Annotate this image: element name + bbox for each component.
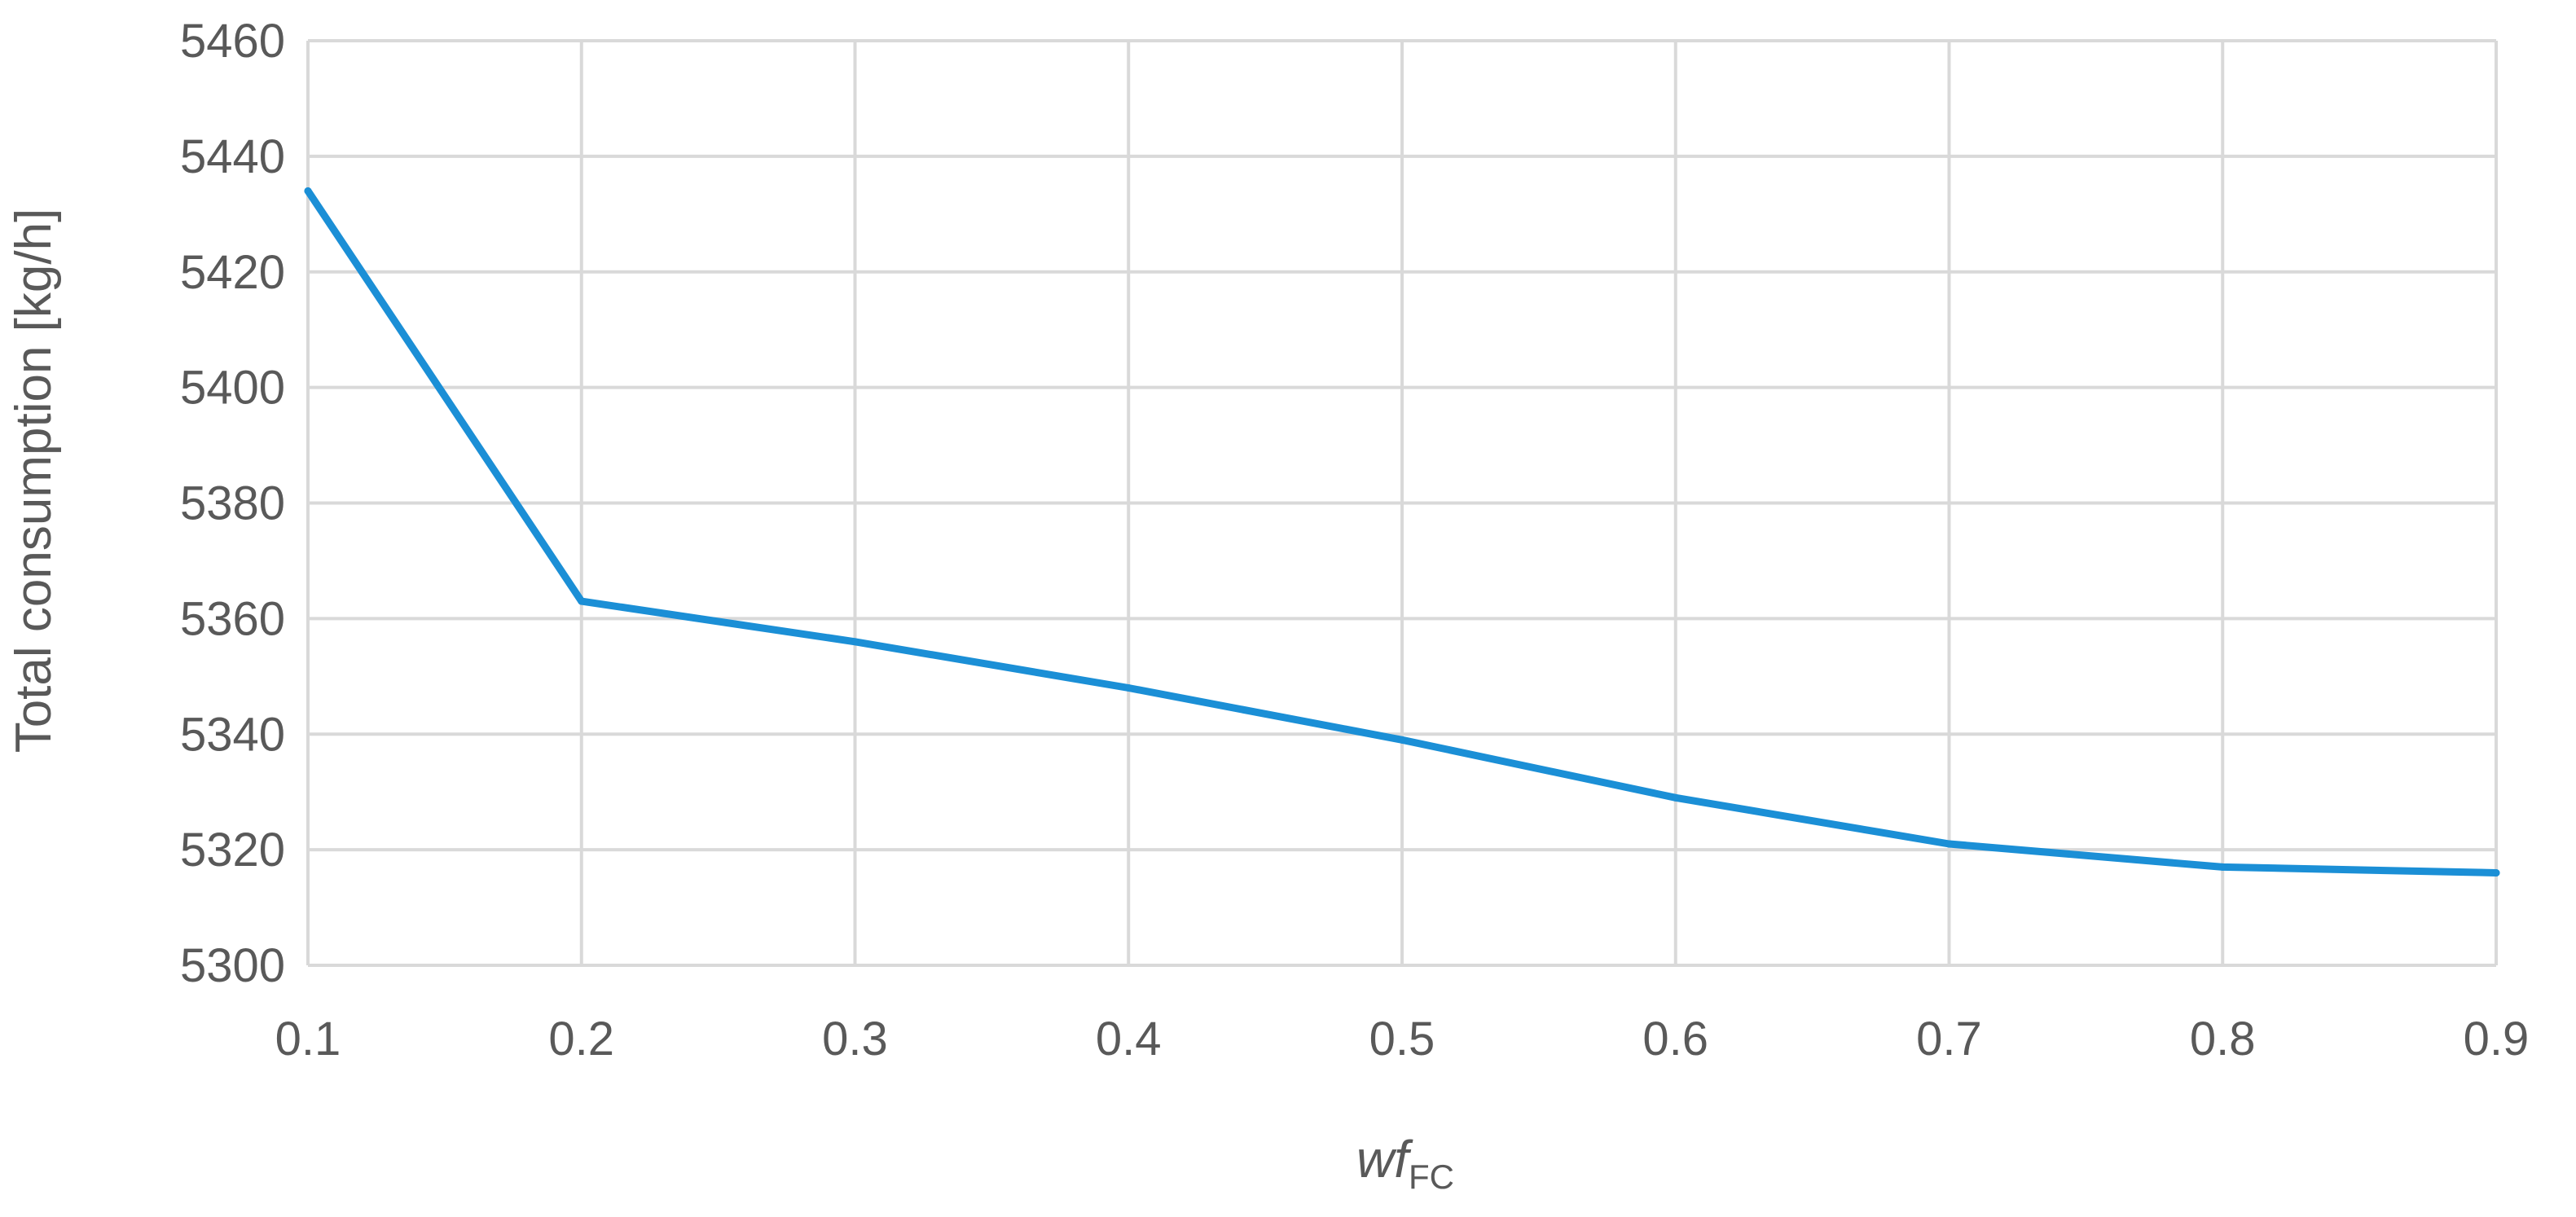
data-point — [1945, 840, 1953, 848]
x-tick-label: 0.1 — [275, 1013, 341, 1065]
x-tick-label: 0.2 — [548, 1013, 614, 1065]
y-tick-label: 5360 — [180, 592, 285, 645]
x-tick-label: 0.3 — [822, 1013, 888, 1065]
x-tick-label: 0.4 — [1096, 1013, 1162, 1065]
data-point — [304, 187, 312, 195]
data-point — [851, 638, 859, 646]
y-tick-label: 5400 — [180, 362, 285, 415]
x-tick-label: 0.6 — [1642, 1013, 1708, 1065]
y-axis-ticks: 5300 5320 5340 5360 5380 5400 5420 5440 5460 — [180, 15, 285, 992]
y-tick-label: 5380 — [180, 477, 285, 530]
y-tick-label: 5460 — [180, 15, 285, 68]
y-tick-label: 5320 — [180, 824, 285, 877]
data-point — [1398, 736, 1406, 744]
x-tick-label: 0.9 — [2464, 1013, 2530, 1065]
x-axis-label-subscript: FC — [1409, 1158, 1454, 1196]
y-tick-label: 5440 — [180, 130, 285, 183]
data-point — [2492, 869, 2500, 877]
y-tick-label: 5340 — [180, 708, 285, 761]
y-tick-label: 5420 — [180, 246, 285, 299]
data-point — [2218, 863, 2227, 871]
data-point — [1672, 793, 1680, 802]
x-axis-ticks: 0.1 0.2 0.3 0.4 0.5 0.6 0.7 0.8 0.9 — [275, 1013, 2530, 1065]
x-axis-label-main: wf — [1356, 1130, 1413, 1188]
x-tick-label: 0.7 — [1916, 1013, 1982, 1065]
x-tick-label: 0.5 — [1369, 1013, 1435, 1065]
x-tick-label: 0.8 — [2190, 1013, 2256, 1065]
y-axis-label: Total consumption [kg/h] — [6, 209, 62, 753]
y-tick-label: 5300 — [180, 939, 285, 992]
x-axis-label: wfFC — [1356, 1130, 1454, 1196]
gridlines — [306, 39, 2498, 967]
series-layer — [304, 187, 2500, 877]
data-point — [1124, 684, 1132, 692]
data-point — [578, 597, 586, 605]
